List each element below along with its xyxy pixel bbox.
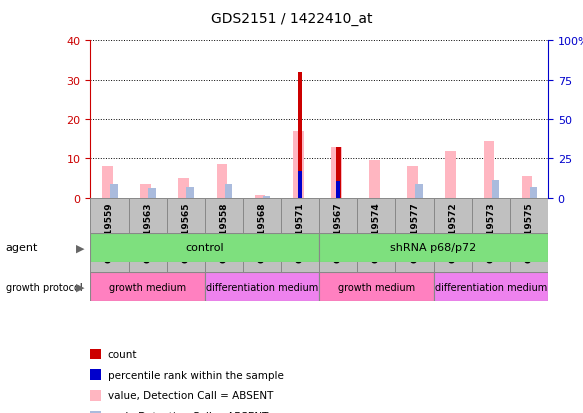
Text: differentiation medium: differentiation medium: [435, 282, 547, 292]
Text: percentile rank within the sample: percentile rank within the sample: [108, 370, 284, 380]
Bar: [102, 167, 113, 198]
Bar: [243, 198, 281, 277]
Bar: [187, 188, 194, 198]
Text: GSM119571: GSM119571: [296, 202, 305, 263]
Bar: [281, 198, 319, 277]
Text: GDS2151 / 1422410_at: GDS2151 / 1422410_at: [210, 12, 373, 26]
Bar: [205, 198, 243, 277]
Bar: [128, 198, 167, 277]
Text: shRNA p68/p72: shRNA p68/p72: [391, 243, 477, 253]
Text: GSM119558: GSM119558: [219, 202, 229, 263]
Bar: [293, 131, 304, 198]
Bar: [90, 273, 205, 301]
Bar: [472, 198, 510, 277]
Bar: [408, 167, 418, 198]
Bar: [434, 198, 472, 277]
Bar: [90, 198, 128, 277]
Bar: [178, 178, 189, 198]
Bar: [483, 141, 494, 198]
Bar: [395, 198, 434, 277]
Text: value, Detection Call = ABSENT: value, Detection Call = ABSENT: [108, 390, 273, 400]
Bar: [445, 151, 456, 198]
Bar: [224, 184, 232, 198]
Bar: [167, 198, 205, 277]
Text: growth medium: growth medium: [109, 282, 186, 292]
Text: differentiation medium: differentiation medium: [206, 282, 318, 292]
Text: count: count: [108, 349, 138, 359]
Bar: [90, 233, 319, 262]
Bar: [205, 273, 319, 301]
Text: GSM119575: GSM119575: [525, 202, 533, 263]
Bar: [141, 185, 151, 198]
Text: GSM119568: GSM119568: [258, 202, 266, 263]
Bar: [369, 161, 380, 198]
Text: rank, Detection Call = ABSENT: rank, Detection Call = ABSENT: [108, 411, 268, 413]
Bar: [263, 196, 271, 198]
Text: GSM119559: GSM119559: [105, 202, 114, 263]
Bar: [319, 198, 357, 277]
Text: GSM119572: GSM119572: [448, 202, 457, 263]
Text: GSM119574: GSM119574: [372, 202, 381, 263]
Bar: [110, 184, 118, 198]
Bar: [357, 198, 395, 277]
Text: GSM119565: GSM119565: [181, 202, 190, 263]
Bar: [298, 171, 302, 198]
Text: agent: agent: [6, 243, 38, 253]
Bar: [522, 177, 532, 198]
Bar: [415, 185, 423, 198]
Bar: [319, 273, 434, 301]
Text: ▶: ▶: [76, 282, 85, 292]
Text: control: control: [185, 243, 224, 253]
Bar: [510, 198, 548, 277]
Bar: [434, 273, 548, 301]
Bar: [319, 233, 548, 262]
Bar: [255, 195, 265, 198]
Text: GSM119573: GSM119573: [486, 202, 496, 263]
Bar: [336, 147, 340, 198]
Bar: [217, 165, 227, 198]
Bar: [336, 182, 340, 198]
Bar: [298, 73, 303, 198]
Bar: [148, 189, 156, 198]
Text: GSM119577: GSM119577: [410, 202, 419, 263]
Bar: [331, 147, 342, 198]
Bar: [530, 187, 538, 198]
Text: growth medium: growth medium: [338, 282, 415, 292]
Text: ▶: ▶: [76, 243, 85, 253]
Bar: [491, 180, 499, 198]
Text: GSM119567: GSM119567: [333, 202, 343, 263]
Text: GSM119563: GSM119563: [143, 202, 152, 263]
Text: growth protocol: growth protocol: [6, 282, 82, 292]
